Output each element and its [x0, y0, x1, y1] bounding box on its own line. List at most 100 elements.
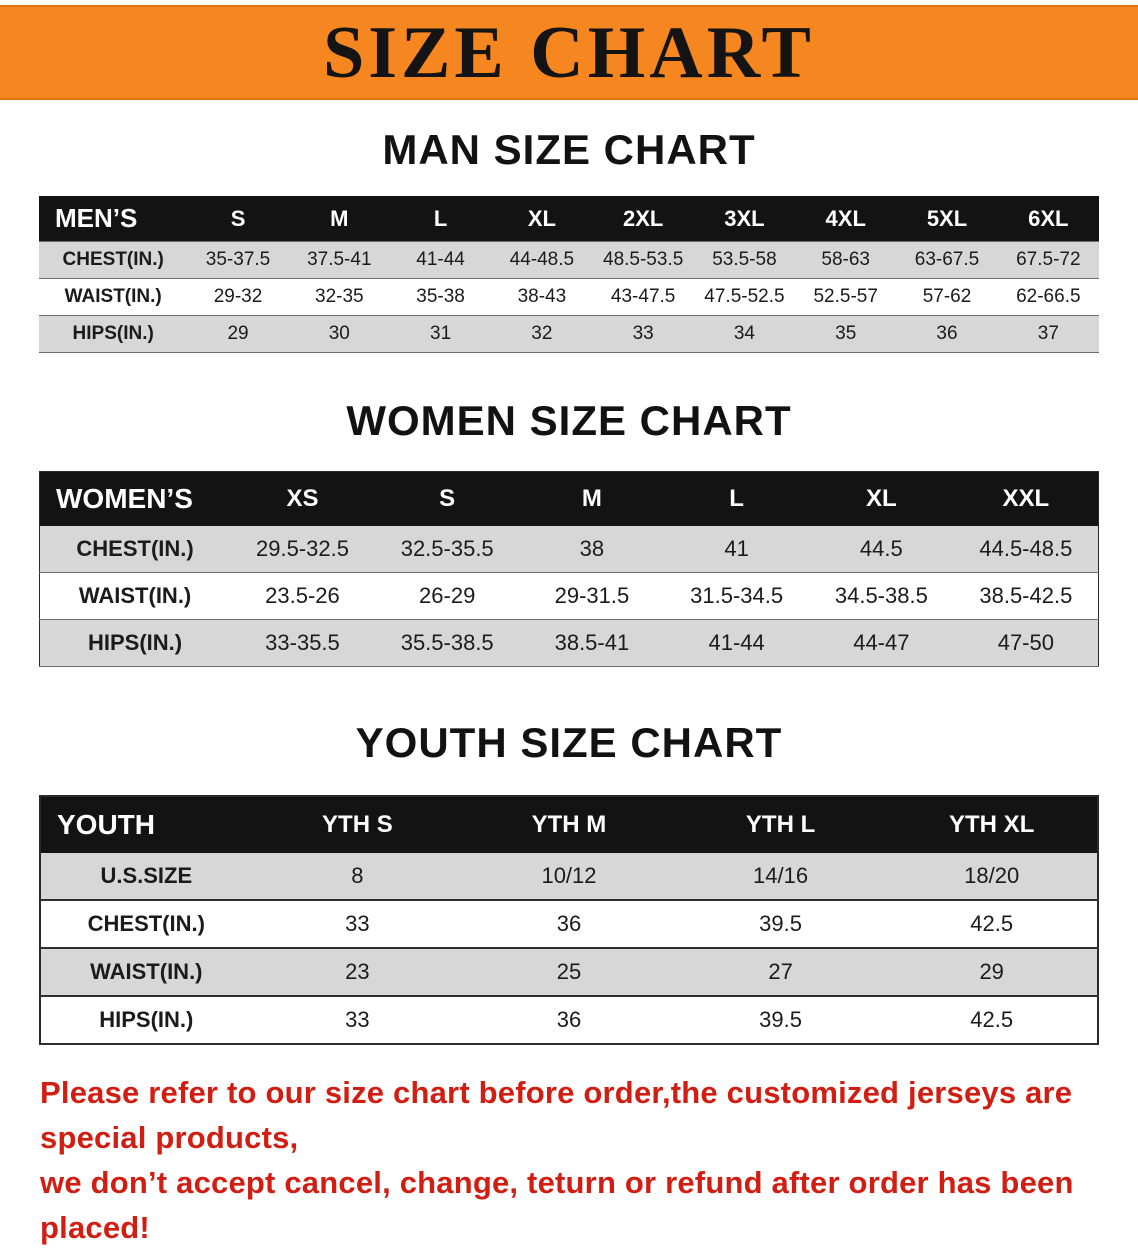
size-value: 58-63 [795, 241, 897, 279]
size-value: 35.5-38.5 [374, 619, 520, 667]
row-label: U.S.SIZE [40, 853, 252, 901]
men-header-row: MEN’S S M L XL 2XL 3XL 4XL 5XL 6XL [39, 196, 1099, 242]
size-value: 23 [251, 948, 464, 997]
size-value: 52.5-57 [795, 278, 897, 316]
table-row: U.S.SIZE 8 10/12 14/16 18/20 [40, 853, 1098, 901]
youth-section-heading: YOUTH SIZE CHART [355, 719, 783, 766]
row-label: CHEST(IN.) [40, 900, 252, 949]
size-value: 34 [693, 315, 796, 353]
size-column-header: 2XL [622, 205, 664, 231]
size-value: 42.5 [886, 996, 1098, 1045]
size-value: 44-48.5 [491, 241, 593, 279]
size-value: 38 [519, 526, 665, 573]
size-value: 31 [389, 315, 492, 353]
size-column-header: YTH L [745, 811, 816, 838]
size-value: 33 [251, 996, 464, 1045]
size-column-header: XL [866, 485, 897, 512]
size-column-header: XL [527, 205, 556, 231]
size-value: 39.5 [674, 996, 887, 1045]
size-value: 47.5-52.5 [693, 278, 796, 316]
women-section-heading: WOMEN SIZE CHART [346, 397, 792, 444]
table-corner-label: YOUTH [57, 809, 155, 840]
size-column-header: YTH XL [949, 811, 1035, 838]
footer-disclaimer: Please refer to our size chart before or… [40, 1071, 1108, 1251]
table-row: HIPS(IN.) 33 36 39.5 42.5 [40, 996, 1098, 1045]
men-size-table: MEN’S S M L XL 2XL 3XL 4XL 5XL 6XL CHEST(IN.) 35-3… [39, 196, 1099, 353]
size-value: 37 [997, 315, 1099, 353]
size-value: 8 [251, 853, 464, 901]
size-value: 25 [463, 948, 675, 997]
table-row: HIPS(IN.) 33-35.5 35.5-38.5 38.5-41 41-44 44-… [39, 619, 1099, 667]
table-corner-label: WOMEN’S [56, 483, 193, 514]
size-value: 41-44 [664, 619, 809, 667]
size-value: 32-35 [288, 278, 390, 316]
row-label: CHEST(IN.) [39, 241, 188, 279]
women-table-body: CHEST(IN.) 29.5-32.5 32.5-35.5 38 41 44.5 44.5… [39, 526, 1099, 667]
table-row: WAIST(IN.) 23 25 27 29 [40, 948, 1098, 997]
size-value: 29 [187, 315, 289, 353]
size-column-header: S [230, 205, 246, 231]
youth-size-table: YOUTH YTH S YTH M YTH L YTH XL U.S.SIZE 8 10/1… [39, 795, 1099, 1045]
youth-table-body: U.S.SIZE 8 10/12 14/16 18/20 CHEST(IN.) 33 36 39… [40, 853, 1098, 1045]
size-value: 41 [664, 526, 809, 573]
size-value: 38.5-41 [519, 619, 665, 667]
size-value: 38-43 [491, 278, 593, 316]
size-value: 29-31.5 [519, 572, 665, 620]
row-label: CHEST(IN.) [39, 526, 231, 573]
size-value: 36 [463, 996, 675, 1045]
size-value: 10/12 [463, 853, 675, 901]
size-value: 33 [251, 900, 464, 949]
size-value: 44-47 [808, 619, 954, 667]
table-row: CHEST(IN.) 33 36 39.5 42.5 [40, 900, 1098, 949]
size-value: 26-29 [374, 572, 520, 620]
size-column-header: L [729, 485, 744, 512]
table-row: HIPS(IN.) 29 30 31 32 33 34 35 36 37 [39, 315, 1099, 353]
men-table-body: CHEST(IN.) 35-37.5 37.5-41 41-44 44-48.5 48.5… [39, 241, 1099, 353]
row-label: HIPS(IN.) [39, 315, 188, 353]
size-column-header: S [439, 485, 456, 512]
size-column-header: 5XL [926, 205, 968, 231]
size-value: 44.5-48.5 [953, 526, 1099, 573]
size-value: 42.5 [886, 900, 1098, 949]
size-value: 32 [491, 315, 593, 353]
size-value: 44.5 [808, 526, 954, 573]
size-value: 67.5-72 [997, 241, 1099, 279]
size-value: 35-38 [389, 278, 492, 316]
row-label: WAIST(IN.) [39, 572, 231, 620]
size-column-header: YTH S [322, 811, 393, 838]
size-value: 14/16 [674, 853, 887, 901]
size-value: 38.5-42.5 [953, 572, 1099, 620]
row-label: HIPS(IN.) [40, 996, 252, 1045]
size-value: 35-37.5 [187, 241, 289, 279]
men-section-heading: MAN SIZE CHART [382, 126, 756, 173]
size-value: 29-32 [187, 278, 289, 316]
size-value: 37.5-41 [288, 241, 390, 279]
table-row: WAIST(IN.) 23.5-26 26-29 29-31.5 31.5-34.5 34… [39, 572, 1099, 620]
size-value: 62-66.5 [997, 278, 1099, 316]
size-column-header: 6XL [1028, 205, 1069, 231]
table-row: WAIST(IN.) 29-32 32-35 35-38 38-43 43-47.5 47.… [39, 278, 1099, 316]
size-column-header: L [433, 205, 448, 231]
size-value: 34.5-38.5 [808, 572, 954, 620]
size-value: 29 [886, 948, 1098, 997]
size-value: 43-47.5 [592, 278, 694, 316]
size-value: 63-67.5 [896, 241, 998, 279]
size-chart-banner: SIZE CHART [0, 5, 1138, 100]
banner-title: SIZE CHART [323, 11, 815, 94]
size-value: 53.5-58 [693, 241, 796, 279]
disclaimer-line-2: we don’t accept cancel, change, teturn o… [40, 1164, 1074, 1245]
size-column-header: 4XL [825, 205, 866, 231]
women-size-table: WOMEN’S XS S M L XL XXL CHEST(IN.) 29.5-32.5 32.… [39, 471, 1099, 667]
size-value: 33 [592, 315, 694, 353]
size-column-header: YTH M [531, 811, 607, 838]
size-value: 29.5-32.5 [230, 526, 375, 573]
table-row: CHEST(IN.) 35-37.5 37.5-41 41-44 44-48.5 48.5… [39, 241, 1099, 279]
row-label: WAIST(IN.) [40, 948, 252, 997]
row-label: WAIST(IN.) [39, 278, 188, 316]
disclaimer-line-1: Please refer to our size chart before or… [40, 1075, 1073, 1155]
size-value: 36 [463, 900, 675, 949]
size-column-header: M [330, 205, 349, 231]
size-value: 31.5-34.5 [664, 572, 809, 620]
size-column-header: XXL [1002, 485, 1050, 512]
size-value: 32.5-35.5 [374, 526, 520, 573]
